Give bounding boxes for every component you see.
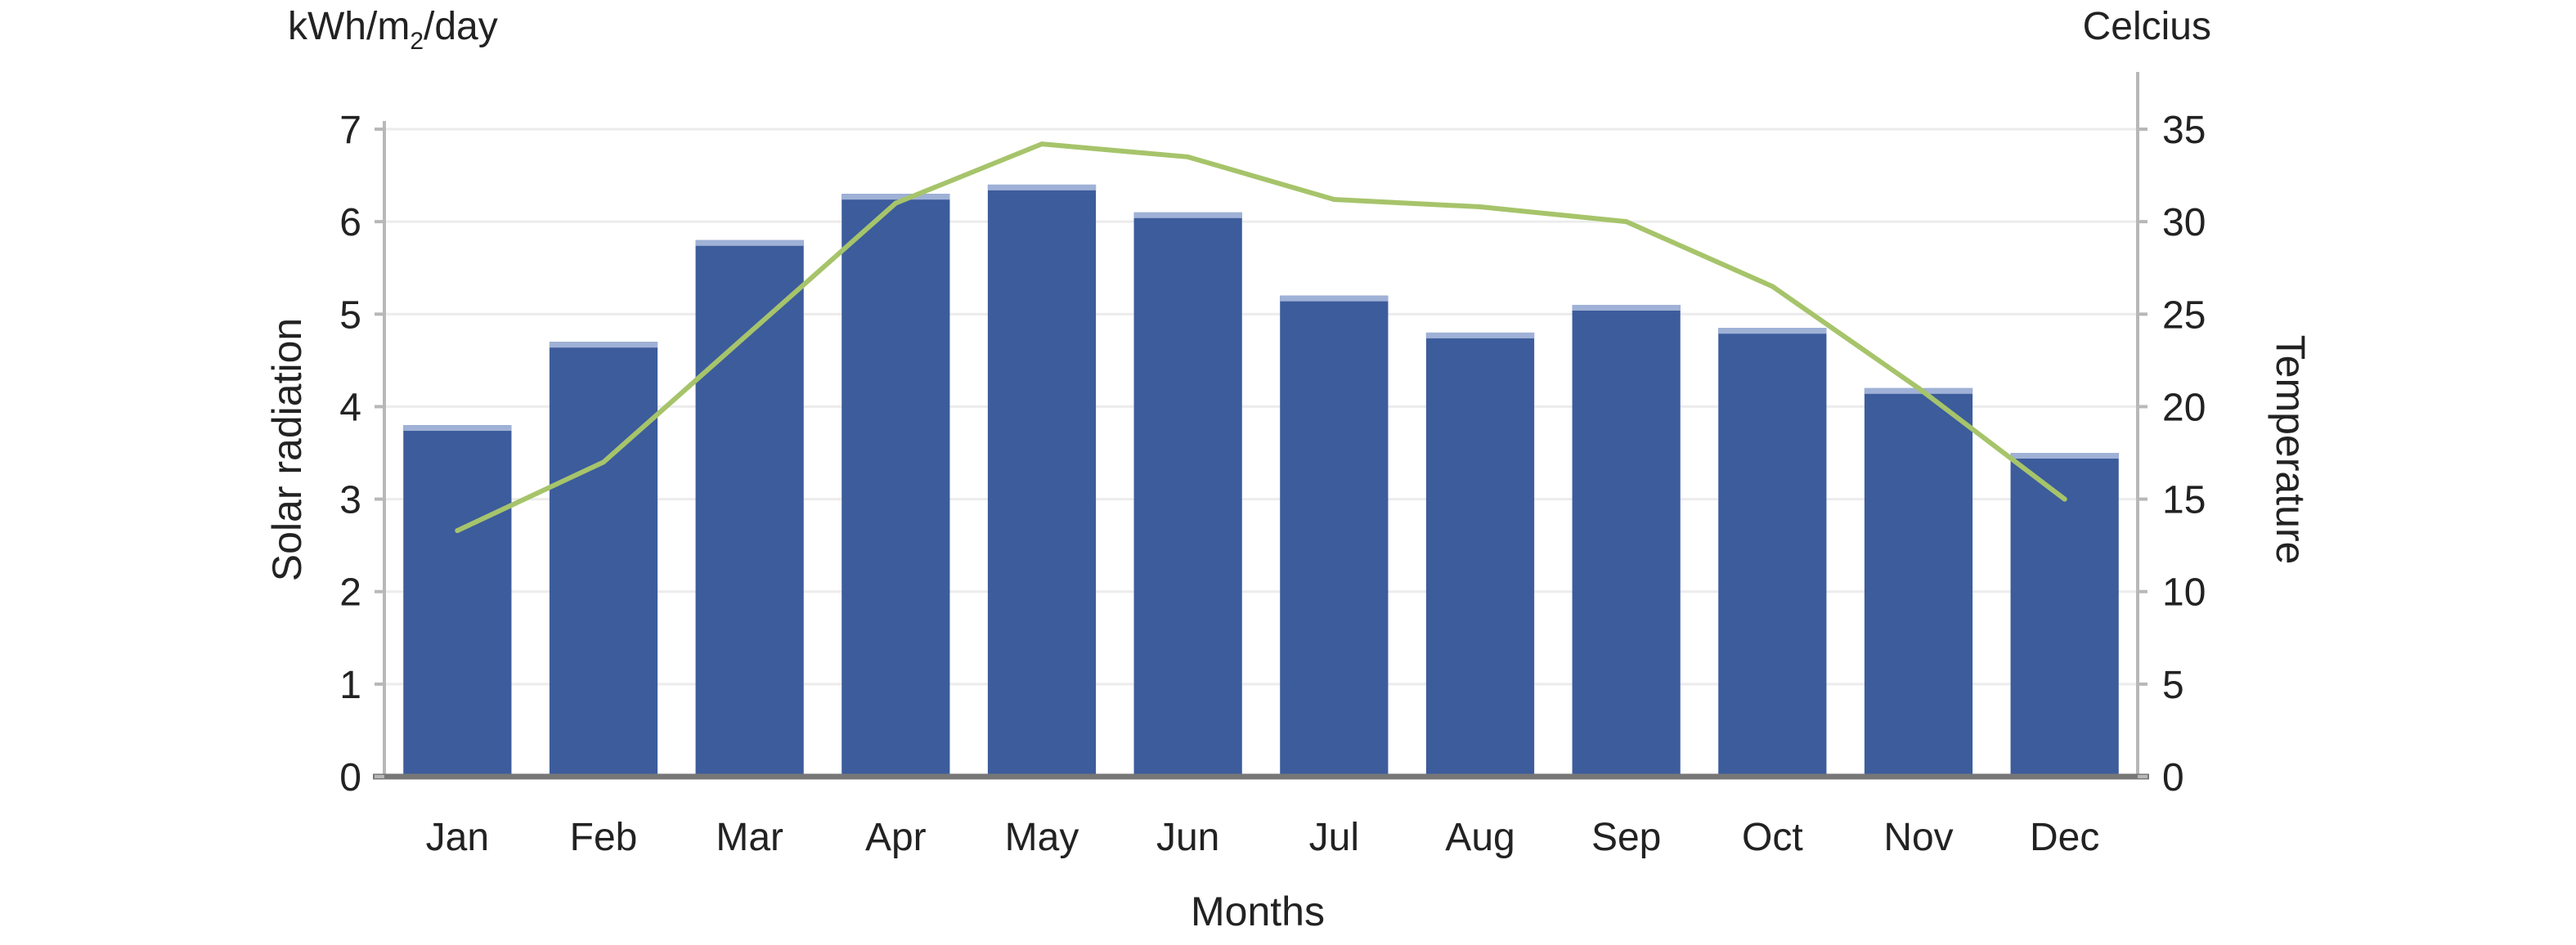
y-left-tick-label-5: 5 [339,293,361,337]
bar-jul [1280,295,1389,777]
y-axis-title-right: Temperature [2268,335,2313,565]
y-left-tick-label-6: 6 [339,201,361,244]
bar-nov [1864,387,1973,777]
tick-labels: 0 1 2 3 4 5 6 7 0 5 10 15 20 25 30 35 Jan Feb Mar Apr May Jun… [339,109,2206,859]
bar-oct [1718,328,1827,777]
y-right-tick-label-0: 0 [2162,756,2184,799]
temperature-point-oct [1770,284,1775,289]
y-right-tick-label-5: 5 [2162,664,2184,707]
x-tick-label-oct: Oct [1742,816,1803,859]
y-left-tick-label-2: 2 [339,571,361,615]
bar-highlight-mar [695,240,804,246]
y-axis-unit-right: Celcius [2083,5,2211,48]
y-right-tick-label-20: 20 [2162,386,2206,429]
grid [384,128,2138,686]
y-right-tick-label-25: 25 [2162,293,2206,337]
temperature-line-group [455,141,2067,534]
temperature-point-may [1039,141,1044,147]
x-tick-label-feb: Feb [570,816,638,859]
y-axis-unit-left: kWh/m2/day [288,5,498,55]
temperature-point-dec [2062,496,2067,502]
bar-mar [695,240,804,777]
bar-highlight-jun [1133,212,1242,218]
y-right-tick-label-15: 15 [2162,479,2206,522]
temperature-point-aug [1478,204,1483,210]
x-tick-label-may: May [1005,816,1079,859]
temperature-point-jul [1331,196,1337,202]
axes [373,72,2149,780]
bar-highlight-jul [1280,295,1389,302]
bar-highlight-jan [403,425,512,432]
y-left-tick-label-7: 7 [339,109,361,152]
temperature-line [455,141,2067,534]
x-tick-label-jan: Jan [426,816,489,859]
temperature-point-apr [893,200,899,206]
bar-highlight-dec [2010,453,2119,459]
bar-highlight-aug [1425,332,1535,338]
y-right-tick-label-35: 35 [2162,109,2206,152]
y-left-tick-label-4: 4 [339,386,361,429]
bar-apr [841,194,950,777]
temperature-point-feb [601,459,606,465]
bar-may [987,184,1097,777]
x-tick-label-jul: Jul [1309,816,1359,859]
y-right-tick-label-10: 10 [2162,571,2206,615]
x-tick-label-apr: Apr [865,816,927,859]
y-left-tick-label-0: 0 [339,756,361,799]
y-left-tick-label-3: 3 [339,479,361,522]
y-axis-title-left: Solar radiation [264,318,310,581]
x-axis-title: Months [1191,889,1325,934]
temperature-point-jan [455,528,460,534]
bar-highlight-feb [549,342,658,348]
bar-highlight-oct [1718,328,1827,334]
bars [403,184,2119,777]
temperature-point-mar [747,329,752,335]
temperature-point-nov [1916,385,1921,391]
bar-feb [549,342,658,777]
temperature-point-jun [1185,154,1191,159]
y-right-tick-label-30: 30 [2162,201,2206,244]
bar-jun [1133,212,1242,777]
bar-highlight-apr [841,194,950,200]
bar-jan [403,425,512,777]
temperature-point-sep [1623,219,1629,225]
bar-sep [1572,304,1681,777]
x-tick-label-jun: Jun [1156,816,1219,859]
x-tick-label-sep: Sep [1591,816,1661,859]
y-left-tick-label-1: 1 [339,664,361,707]
bar-highlight-may [987,184,1097,190]
bar-aug [1425,332,1535,777]
x-tick-label-dec: Dec [2030,816,2099,859]
bar-highlight-sep [1572,304,1681,311]
x-tick-label-aug: Aug [1445,816,1515,859]
x-tick-label-nov: Nov [1883,816,1953,859]
bar-dec [2010,453,2119,777]
x-tick-label-mar: Mar [716,816,783,859]
